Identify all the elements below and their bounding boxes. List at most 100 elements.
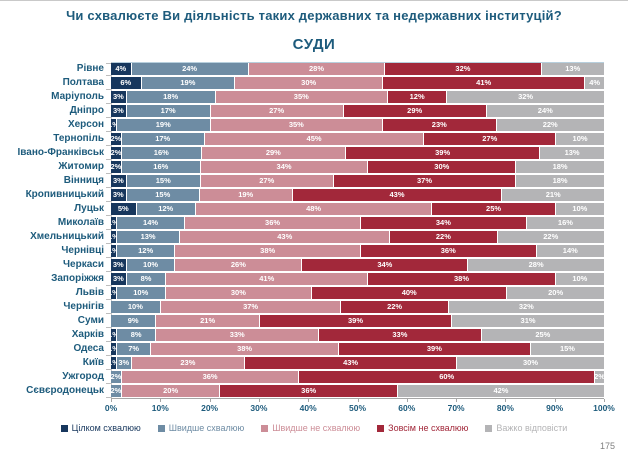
x-axis-tick	[505, 399, 507, 402]
bar-segment: 38%	[150, 343, 338, 355]
bar-segment: 2%	[110, 133, 121, 145]
category-label: Київ	[82, 357, 104, 368]
bar-segment: 37%	[159, 301, 341, 313]
bar-segment: 13%	[539, 147, 604, 159]
bar-segment: 28%	[467, 259, 604, 271]
segment-value-label: 2%	[594, 372, 605, 381]
bar-segment: 1%	[108, 119, 119, 131]
segment-value-label: 41%	[476, 78, 492, 87]
category-label: Житомир	[58, 161, 104, 172]
segment-value-label: 19%	[238, 190, 254, 199]
segment-value-label: 35%	[293, 92, 309, 101]
chart-row: Хмельницький 1% 13% 43% 22% 22%	[0, 230, 604, 244]
segment-value-label: 43%	[277, 232, 293, 241]
x-axis-tick	[209, 399, 211, 402]
bar-segment: 48%	[194, 203, 432, 215]
bar-segment: 30%	[367, 161, 516, 173]
segment-value-label: 3%	[112, 190, 124, 199]
bar-segment: 37%	[332, 175, 516, 187]
segment-value-label: 19%	[180, 78, 196, 87]
bar-segment: 38%	[174, 245, 360, 257]
segment-value-label: 5%	[117, 204, 129, 213]
segment-value-label: 42%	[493, 386, 509, 395]
chart-row: Сєвєродонецьк 2% 20% 36% 42%	[0, 384, 604, 398]
segment-value-label: 34%	[435, 218, 451, 227]
bar-segment: 29%	[200, 147, 346, 159]
segment-value-label: 10%	[133, 288, 149, 297]
x-axis-tick	[406, 399, 408, 402]
segment-value-label: 21%	[545, 190, 561, 199]
segment-value-label: 12%	[138, 246, 154, 255]
bar-segment: 36%	[184, 217, 360, 229]
bar-segment: 16%	[120, 147, 201, 159]
chart-row: Чернігів 10% 37% 22% 32%	[0, 300, 604, 314]
segment-value-label: 1%	[108, 358, 119, 367]
chart-row: Дніпро 3% 17% 27% 29% 24%	[0, 104, 604, 118]
stacked-bar: 1% 8% 33% 33% 25%	[106, 329, 604, 342]
segment-value-label: 15%	[559, 344, 575, 353]
bar-segment: 25%	[431, 203, 555, 215]
legend-item: Швидше не схвалюю	[261, 423, 360, 433]
segment-value-label: 16%	[153, 148, 169, 157]
x-axis-tick	[456, 399, 458, 402]
x-axis-tick-label: 30%	[250, 403, 268, 413]
bar-segment: 27%	[199, 175, 333, 187]
legend-item: Швидше схвалюю	[157, 423, 244, 433]
segment-value-label: 3%	[112, 274, 124, 283]
bar-segment: 34%	[301, 259, 468, 271]
stacked-bar: 1% 3% 23% 43% 30%	[106, 357, 604, 370]
bar-segment: 43%	[291, 189, 502, 201]
segment-value-label: 1%	[108, 344, 119, 353]
bar-segment: 1%	[108, 217, 119, 229]
bar-segment: 22%	[496, 231, 604, 243]
segment-value-label: 10%	[572, 204, 588, 213]
stacked-bar: 3% 18% 35% 12% 32%	[106, 91, 604, 104]
segment-value-label: 20%	[548, 288, 564, 297]
segment-value-label: 33%	[229, 330, 245, 339]
legend-swatch-icon	[60, 424, 68, 432]
segment-value-label: 10%	[127, 302, 143, 311]
bar-segment: 23%	[382, 119, 496, 131]
bar-segment: 30%	[456, 357, 604, 369]
chart-row: Кропивницький 3% 15% 19% 43% 21%	[0, 188, 604, 202]
bar-segment: 8%	[125, 273, 166, 285]
bar-segment: 10%	[111, 301, 160, 313]
category-label: Маріуполь	[51, 91, 104, 102]
bar-segment: 12%	[115, 245, 175, 257]
legend-swatch-icon	[261, 424, 269, 432]
stacked-bar: 6% 19% 30% 41% 4%	[106, 77, 604, 90]
legend-label: Цілком схвалюю	[71, 423, 141, 433]
segment-value-label: 16%	[153, 162, 169, 171]
segment-value-label: 30%	[434, 162, 450, 171]
bar-segment: 2%	[111, 385, 121, 397]
segment-value-label: 15%	[155, 190, 171, 199]
bar-segment: 3%	[111, 175, 126, 187]
chart-legend: Цілком схвалюю Швидше схвалюю Швидше не сх…	[0, 423, 628, 433]
bar-segment: 3%	[111, 259, 126, 271]
segment-value-label: 27%	[269, 106, 285, 115]
x-axis-tick-label: 10%	[151, 403, 169, 413]
segment-value-label: 29%	[265, 148, 281, 157]
bar-segment: 18%	[515, 175, 604, 187]
legend-item: Цілком схвалюю	[60, 423, 141, 433]
bar-segment: 21%	[155, 315, 259, 327]
stacked-bar: 5% 12% 48% 25% 10%	[106, 203, 604, 216]
category-label: Хмельницький	[30, 231, 104, 242]
segment-value-label: 2%	[110, 386, 122, 395]
stacked-bar: 1% 7% 38% 39% 15%	[106, 343, 604, 356]
segment-value-label: 15%	[155, 176, 171, 185]
segment-value-label: 30%	[230, 288, 246, 297]
category-label: Суми	[77, 315, 104, 326]
bar-segment: 34%	[199, 161, 368, 173]
x-axis-tick-label: 60%	[398, 403, 416, 413]
bar-segment: 24%	[485, 105, 604, 117]
category-label: Дніпро	[69, 105, 104, 116]
bar-segment: 1%	[108, 329, 119, 341]
segment-value-label: 13%	[140, 232, 156, 241]
page-number: 175	[599, 441, 615, 451]
stacked-bar: 3% 17% 27% 29% 24%	[106, 105, 604, 118]
segment-value-label: 3%	[112, 260, 124, 269]
chart-row: Одеса 1% 7% 38% 39% 15%	[0, 342, 604, 356]
segment-value-label: 25%	[535, 330, 551, 339]
bar-segment: 10%	[554, 273, 604, 285]
